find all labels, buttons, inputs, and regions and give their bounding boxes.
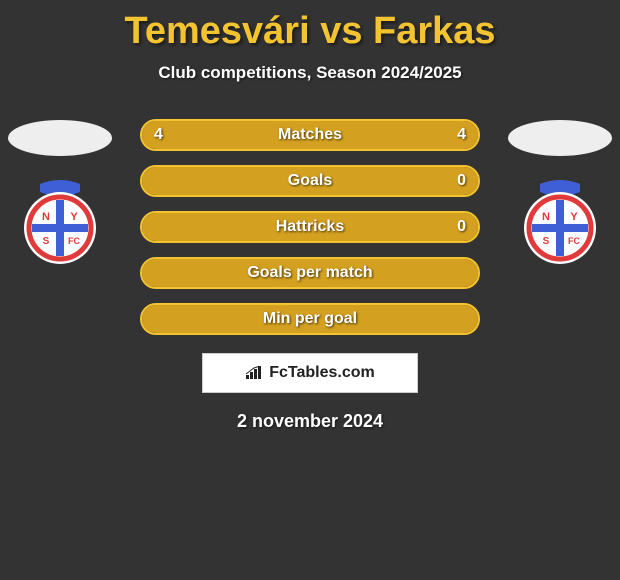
svg-text:FC: FC	[568, 236, 580, 246]
stat-value-right: 0	[457, 218, 466, 236]
player-avatar-left	[8, 120, 112, 156]
page-title: Temesvári vs Farkas	[0, 0, 620, 53]
stat-row: Min per goal	[140, 303, 480, 335]
svg-text:FC: FC	[68, 236, 80, 246]
stat-label: Min per goal	[263, 310, 357, 328]
date-label: 2 november 2024	[0, 411, 620, 432]
stat-row: 4 Matches 4	[140, 119, 480, 151]
svg-text:Y: Y	[570, 211, 578, 223]
subtitle: Club competitions, Season 2024/2025	[0, 63, 620, 83]
comparison-card: Temesvári vs Farkas Club competitions, S…	[0, 0, 620, 580]
stat-label: Matches	[278, 126, 342, 144]
source-label: FcTables.com	[269, 364, 375, 382]
source-badge[interactable]: FcTables.com	[202, 353, 418, 393]
svg-text:Y: Y	[70, 211, 78, 223]
stat-row: Goals 0	[140, 165, 480, 197]
svg-text:N: N	[42, 211, 50, 223]
svg-text:N: N	[542, 211, 550, 223]
stat-row: Hattricks 0	[140, 211, 480, 243]
stat-value-right: 0	[457, 172, 466, 190]
stat-value-right: 4	[457, 126, 466, 144]
stat-value-left: 4	[154, 126, 163, 144]
right-column: N Y S FC	[508, 120, 612, 264]
club-badge-right: N Y S FC	[510, 178, 610, 264]
stat-row: Goals per match	[140, 257, 480, 289]
player-avatar-right	[508, 120, 612, 156]
svg-text:S: S	[43, 236, 50, 247]
club-badge-left: N Y S FC	[10, 178, 110, 264]
chart-icon	[245, 366, 263, 380]
stat-label: Hattricks	[276, 218, 344, 236]
stat-label: Goals per match	[247, 264, 372, 282]
stat-label: Goals	[288, 172, 332, 190]
left-column: N Y S FC	[8, 120, 112, 264]
svg-text:S: S	[543, 236, 550, 247]
